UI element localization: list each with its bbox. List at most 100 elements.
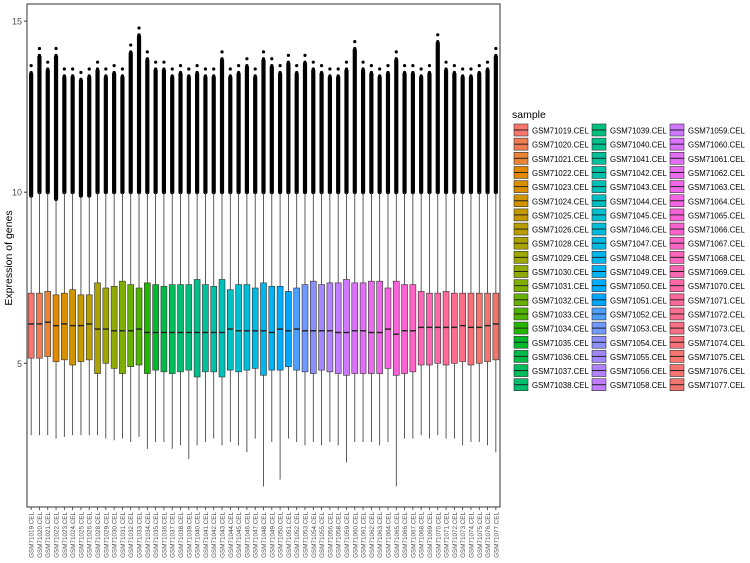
x-tick-label: GSM71023.CEL (62, 512, 69, 558)
legend-label: GSM71049.CEL (610, 268, 667, 277)
legend-label: GSM71036.CEL (532, 353, 589, 362)
box-iqr (467, 292, 475, 366)
box-16 (152, 60, 159, 442)
x-tick-label: GSM71050.CEL (278, 512, 285, 558)
box-iqr (77, 294, 85, 362)
outlier-point (154, 60, 158, 64)
outlier-point (187, 67, 191, 71)
legend-entry: GSM71021.CEL (513, 152, 589, 165)
legend-label: GSM71034.CEL (532, 325, 589, 334)
outlier-point (112, 63, 116, 68)
box-24 (218, 50, 226, 446)
legend-label: GSM71054.CEL (610, 339, 667, 348)
box-iqr (268, 285, 276, 371)
outlier-point (195, 70, 199, 75)
outlier-point (37, 53, 42, 57)
legend-entry: GSM71068.CEL (669, 251, 745, 264)
box-iqr (27, 292, 35, 359)
box-5 (61, 67, 68, 437)
legend-label: GSM71056.CEL (610, 367, 667, 376)
outlier-point (344, 67, 349, 71)
box-23 (210, 67, 217, 439)
outlier-point (452, 70, 456, 75)
outlier-point (311, 60, 315, 64)
outlier-point (178, 70, 183, 75)
x-tick-label: GSM71036.CEL (161, 512, 168, 558)
legend-label: GSM71059.CEL (688, 127, 745, 136)
legend-label: GSM71020.CEL (532, 141, 589, 150)
box-iqr (185, 284, 193, 371)
outlier-point (369, 63, 373, 68)
outlier-point (469, 74, 473, 78)
box-9 (94, 60, 101, 436)
outlier-point (87, 67, 91, 71)
box-iqr (343, 279, 350, 376)
x-tick-label: GSM71051.CEL (286, 512, 293, 558)
legend-entry: GSM71073.CEL (669, 321, 745, 335)
legend-entry: GSM71063.CEL (669, 180, 745, 193)
legend-entry: GSM71034.CEL (513, 321, 589, 335)
box-iqr (359, 282, 367, 374)
legend-entry: GSM71038.CEL (513, 378, 589, 392)
legend-entry: GSM71071.CEL (669, 293, 745, 307)
outlier-point (54, 46, 58, 51)
box-iqr (227, 289, 234, 371)
box-43 (376, 67, 383, 446)
legend-entry: GSM71052.CEL (591, 307, 667, 321)
box-53 (459, 67, 466, 446)
legend-entry: GSM71037.CEL (513, 364, 589, 377)
legend-entry: GSM71042.CEL (591, 166, 667, 179)
legend-label: GSM71067.CEL (688, 240, 745, 249)
outlier-point (120, 67, 125, 71)
outlier-point (286, 60, 290, 64)
legend-label: GSM71047.CEL (610, 240, 667, 249)
outlier-point (319, 63, 324, 68)
outlier-point (104, 74, 108, 78)
box-56 (484, 60, 491, 446)
outlier-point (303, 53, 307, 57)
box-iqr (276, 285, 284, 371)
box-iqr (152, 284, 159, 371)
outlier-point (452, 63, 456, 68)
box-iqr (392, 280, 400, 376)
outlier-point (62, 67, 66, 71)
box-iqr (210, 285, 217, 373)
outlier-point (170, 74, 174, 78)
box-11 (110, 63, 118, 441)
legend-entry: GSM71035.CEL (513, 335, 589, 349)
outlier-point (95, 60, 100, 64)
x-tick-label: GSM71029.CEL (103, 512, 110, 558)
outlier-point (361, 67, 365, 71)
x-tick-label: GSM71049.CEL (269, 512, 276, 558)
legend-entry: GSM71070.CEL (669, 279, 745, 292)
legend-entry: GSM71045.CEL (591, 208, 667, 222)
box-13 (127, 43, 135, 442)
outlier-point (295, 70, 299, 75)
legend-entry: GSM71076.CEL (669, 364, 745, 377)
box-6 (69, 67, 76, 436)
outlier-point (378, 74, 382, 78)
box-21 (193, 63, 201, 446)
box-38 (334, 67, 342, 446)
box-iqr (193, 279, 201, 378)
legend-label: GSM71037.CEL (532, 367, 589, 376)
box-iqr (310, 280, 317, 374)
x-tick-label: GSM71071.CEL (444, 512, 451, 558)
legend-entry: GSM71025.CEL (513, 208, 589, 222)
outlier-point (436, 33, 440, 37)
outlier-point (212, 67, 216, 71)
outlier-point (137, 33, 141, 37)
legend-entry: GSM71040.CEL (591, 137, 667, 151)
legend-entry: GSM71058.CEL (591, 378, 667, 392)
box-44 (384, 63, 392, 442)
outlier-point (419, 67, 423, 71)
legend-label: GSM71070.CEL (688, 282, 745, 291)
box-15 (144, 50, 151, 449)
box-1 (27, 63, 35, 436)
x-tick-label: GSM71073.CEL (460, 512, 467, 558)
outlier-point (187, 74, 191, 78)
outlier-point (444, 67, 448, 71)
plot-area (27, 26, 500, 487)
box-iqr (61, 292, 68, 361)
box-iqr (451, 292, 458, 364)
